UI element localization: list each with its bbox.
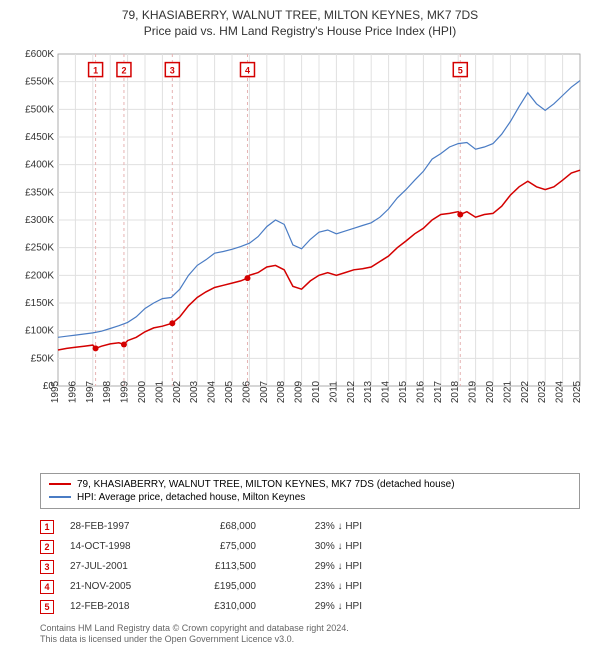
marker-date: 27-JUL-2001: [70, 561, 165, 572]
legend-item-hpi: HPI: Average price, detached house, Milt…: [49, 491, 571, 504]
svg-text:1997: 1997: [85, 380, 96, 403]
marker-number-box: 1: [40, 520, 54, 534]
svg-text:4: 4: [245, 65, 250, 75]
svg-text:£350K: £350K: [25, 187, 54, 198]
svg-text:2010: 2010: [311, 380, 322, 403]
footer-line: This data is licensed under the Open Gov…: [40, 634, 580, 646]
svg-text:£150K: £150K: [25, 298, 54, 309]
svg-text:2020: 2020: [485, 380, 496, 403]
legend-label: 79, KHASIABERRY, WALNUT TREE, MILTON KEY…: [77, 479, 455, 490]
svg-text:2006: 2006: [241, 380, 252, 403]
svg-text:2008: 2008: [276, 380, 287, 403]
marker-diff: 29% ↓ HPI: [272, 601, 362, 612]
svg-text:£300K: £300K: [25, 215, 54, 226]
svg-text:2002: 2002: [172, 380, 183, 403]
svg-text:2023: 2023: [537, 380, 548, 403]
marker-row: 3 27-JUL-2001 £113,500 29% ↓ HPI: [40, 557, 580, 577]
svg-text:3: 3: [170, 65, 175, 75]
svg-text:1995: 1995: [50, 380, 61, 403]
footer-attribution: Contains HM Land Registry data © Crown c…: [40, 623, 580, 646]
svg-text:2016: 2016: [415, 380, 426, 403]
svg-text:1999: 1999: [120, 380, 131, 403]
marker-number-box: 5: [40, 600, 54, 614]
marker-table: 1 28-FEB-1997 £68,000 23% ↓ HPI 2 14-OCT-1998…: [40, 517, 580, 617]
marker-diff: 23% ↓ HPI: [272, 521, 362, 532]
marker-row: 4 21-NOV-2005 £195,000 23% ↓ HPI: [40, 577, 580, 597]
svg-text:2017: 2017: [433, 380, 444, 403]
svg-text:2013: 2013: [363, 380, 374, 403]
svg-text:£250K: £250K: [25, 242, 54, 253]
svg-text:2018: 2018: [450, 380, 461, 403]
marker-price: £68,000: [181, 521, 256, 532]
svg-text:2005: 2005: [224, 380, 235, 403]
svg-text:2001: 2001: [154, 380, 165, 403]
marker-number-box: 4: [40, 580, 54, 594]
marker-date: 12-FEB-2018: [70, 601, 165, 612]
svg-text:£550K: £550K: [25, 76, 54, 87]
marker-price: £75,000: [181, 541, 256, 552]
svg-text:1998: 1998: [102, 380, 113, 403]
svg-text:2: 2: [121, 65, 126, 75]
svg-text:2025: 2025: [572, 380, 583, 403]
legend-item-property: 79, KHASIABERRY, WALNUT TREE, MILTON KEY…: [49, 478, 571, 491]
marker-row: 5 12-FEB-2018 £310,000 29% ↓ HPI: [40, 597, 580, 617]
svg-text:£200K: £200K: [25, 270, 54, 281]
svg-text:5: 5: [458, 65, 463, 75]
svg-text:2011: 2011: [328, 380, 339, 402]
marker-number-box: 3: [40, 560, 54, 574]
svg-text:2007: 2007: [259, 380, 270, 403]
legend: 79, KHASIABERRY, WALNUT TREE, MILTON KEY…: [40, 473, 580, 509]
svg-text:2014: 2014: [381, 380, 392, 403]
line-chart: £0£50K£100K£150K£200K£250K£300K£350K£400…: [10, 44, 590, 467]
svg-text:£500K: £500K: [25, 104, 54, 115]
marker-diff: 23% ↓ HPI: [272, 581, 362, 592]
svg-text:2012: 2012: [346, 380, 357, 403]
svg-text:£400K: £400K: [25, 159, 54, 170]
chart-subtitle: Price paid vs. HM Land Registry's House …: [10, 24, 590, 38]
svg-text:2004: 2004: [207, 380, 218, 403]
legend-label: HPI: Average price, detached house, Milt…: [77, 492, 305, 503]
svg-text:£100K: £100K: [25, 325, 54, 336]
svg-text:2009: 2009: [294, 380, 305, 403]
marker-date: 28-FEB-1997: [70, 521, 165, 532]
svg-text:2015: 2015: [398, 380, 409, 403]
marker-row: 2 14-OCT-1998 £75,000 30% ↓ HPI: [40, 537, 580, 557]
svg-text:2019: 2019: [468, 380, 479, 403]
marker-date: 21-NOV-2005: [70, 581, 165, 592]
marker-price: £113,500: [181, 561, 256, 572]
svg-text:2003: 2003: [189, 380, 200, 403]
marker-number-box: 2: [40, 540, 54, 554]
marker-diff: 29% ↓ HPI: [272, 561, 362, 572]
svg-text:£50K: £50K: [31, 353, 55, 364]
marker-price: £195,000: [181, 581, 256, 592]
svg-text:2000: 2000: [137, 380, 148, 403]
svg-text:2022: 2022: [520, 380, 531, 403]
marker-date: 14-OCT-1998: [70, 541, 165, 552]
marker-diff: 30% ↓ HPI: [272, 541, 362, 552]
svg-text:2024: 2024: [555, 380, 566, 403]
svg-text:1: 1: [93, 65, 98, 75]
footer-line: Contains HM Land Registry data © Crown c…: [40, 623, 580, 635]
svg-text:£450K: £450K: [25, 132, 54, 143]
svg-text:£600K: £600K: [25, 49, 54, 60]
svg-text:2021: 2021: [502, 380, 513, 403]
marker-price: £310,000: [181, 601, 256, 612]
svg-text:1996: 1996: [67, 380, 78, 403]
marker-row: 1 28-FEB-1997 £68,000 23% ↓ HPI: [40, 517, 580, 537]
chart-title: 79, KHASIABERRY, WALNUT TREE, MILTON KEY…: [10, 8, 590, 24]
